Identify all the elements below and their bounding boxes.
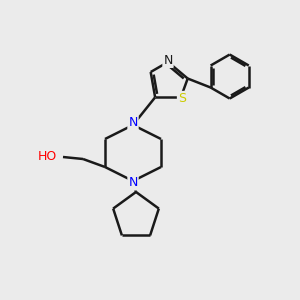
Text: S: S: [178, 92, 186, 105]
Text: HO: HO: [38, 151, 57, 164]
Text: N: N: [163, 54, 173, 67]
Text: N: N: [128, 176, 138, 190]
Text: N: N: [128, 116, 138, 130]
